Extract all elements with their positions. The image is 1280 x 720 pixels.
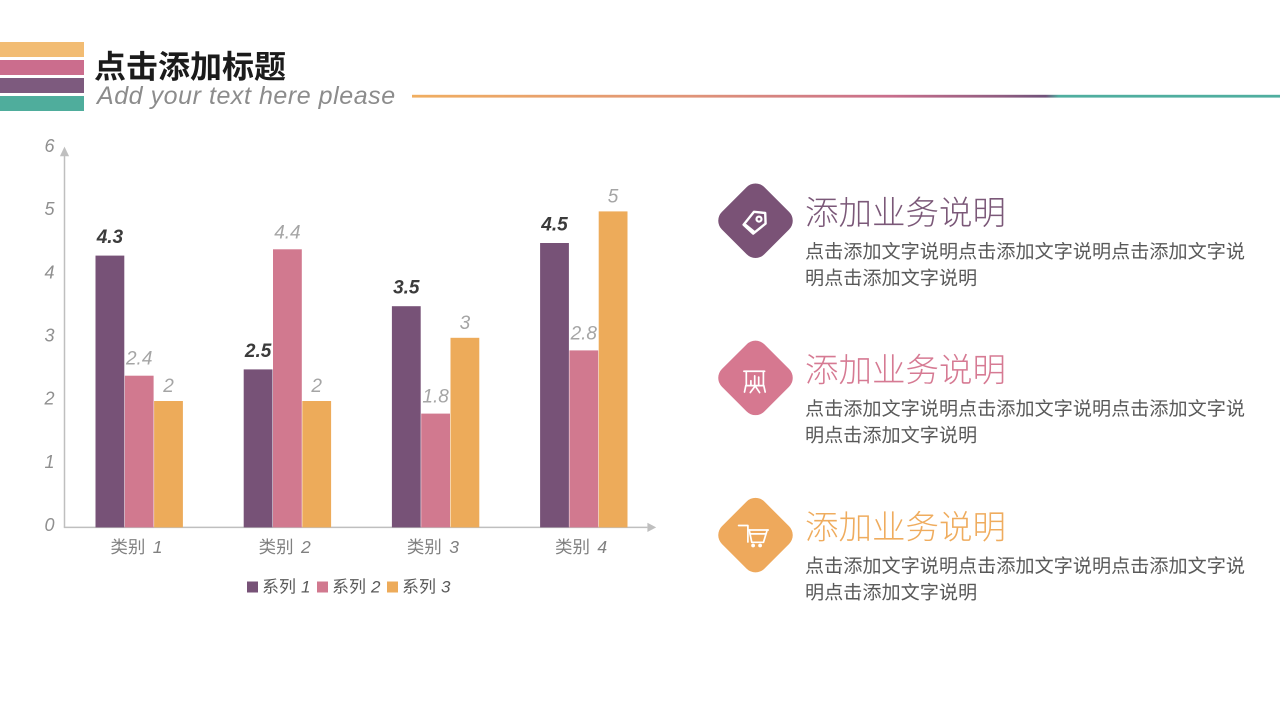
svg-text:2: 2 [162,376,174,397]
svg-text:0: 0 [44,515,54,535]
svg-text:2: 2 [310,376,322,397]
svg-text:3: 3 [441,578,451,597]
svg-text:1: 1 [44,452,54,472]
svg-text:4.4: 4.4 [274,222,300,243]
svg-text:4.5: 4.5 [540,215,568,236]
svg-text:2.5: 2.5 [244,341,272,362]
svg-text:4: 4 [44,262,54,282]
svg-text:Add your text here please: Add your text here please [95,82,396,110]
svg-text:1: 1 [153,537,163,557]
svg-text:1.8: 1.8 [422,387,449,408]
svg-text:4.3: 4.3 [96,227,124,248]
svg-text:2: 2 [43,389,54,409]
svg-text:3: 3 [44,326,54,346]
svg-text:2: 2 [300,537,311,557]
svg-text:5: 5 [44,199,55,219]
svg-text:2.4: 2.4 [125,349,152,370]
svg-text:2.8: 2.8 [570,323,598,344]
svg-text:3: 3 [460,313,471,334]
svg-text:4: 4 [597,537,607,557]
svg-text:2: 2 [370,578,381,597]
svg-text:5: 5 [608,186,619,207]
svg-text:1: 1 [301,578,310,597]
svg-text:6: 6 [44,136,55,156]
svg-text:3: 3 [449,537,459,557]
svg-text:3.5: 3.5 [393,278,420,299]
